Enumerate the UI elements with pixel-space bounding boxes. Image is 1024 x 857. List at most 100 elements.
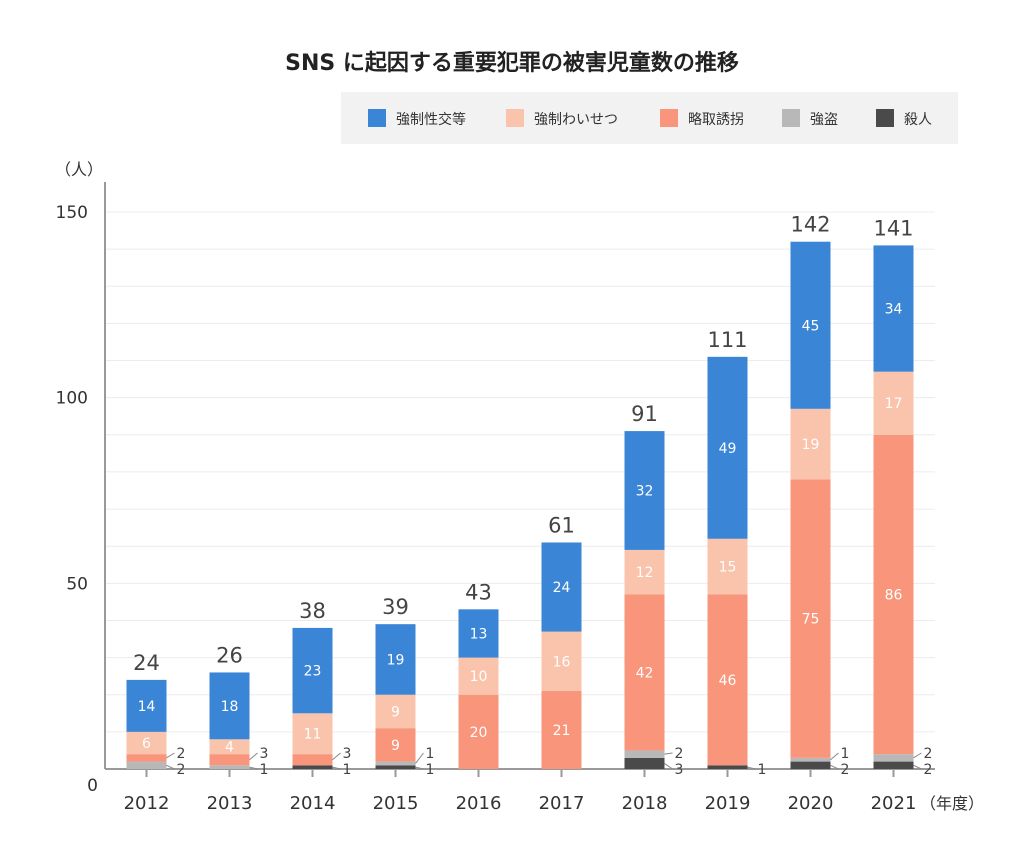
data-label: 2: [841, 762, 850, 778]
total-label: 91: [631, 402, 658, 426]
x-tick-label: 2021: [871, 793, 917, 814]
leader-line: [913, 752, 922, 759]
data-label: 6: [142, 736, 151, 752]
data-label: 45: [802, 318, 820, 334]
bar-segment: [873, 245, 914, 372]
total-label: 142: [790, 213, 830, 237]
x-tick-label: 2013: [207, 793, 253, 814]
bar-segment: [126, 679, 167, 732]
data-label: 2: [675, 746, 684, 762]
legend-label: 強盗: [810, 112, 838, 128]
data-label: 21: [553, 723, 571, 739]
data-label: 14: [138, 699, 156, 715]
chart-title: SNS に起因する重要犯罪の被害児童数の推移: [285, 50, 739, 76]
data-label: 17: [885, 396, 903, 412]
y-tick-label: 150: [56, 203, 88, 223]
bar-segment: [126, 754, 167, 762]
bar-segment: [126, 761, 167, 769]
x-tick-label: 2014: [290, 793, 336, 814]
data-label: 34: [885, 302, 903, 318]
bar-segment: [790, 479, 831, 758]
x-tick-label: 2016: [456, 793, 502, 814]
data-label: 1: [260, 762, 269, 778]
bar-segment: [292, 627, 333, 714]
legend-label: 殺人: [904, 112, 932, 128]
data-label: 4: [225, 740, 234, 756]
legend-swatch: [368, 109, 386, 127]
data-label: 1: [343, 762, 352, 778]
leader-line: [913, 764, 922, 770]
bar-segment: [624, 757, 665, 769]
data-label: 19: [802, 437, 820, 453]
total-label: 61: [548, 513, 575, 537]
bar-segment: [873, 754, 914, 762]
bar-segment: [209, 765, 250, 769]
data-label: 2: [177, 762, 186, 778]
data-label: 18: [221, 699, 239, 715]
bar-segment: [375, 765, 416, 769]
bar-segment: [790, 241, 831, 409]
bar-segment: [458, 657, 499, 695]
bar-segment: [873, 761, 914, 769]
data-label: 46: [719, 673, 737, 689]
data-label: 9: [391, 738, 400, 754]
leader-line: [249, 752, 258, 761]
bar-segment: [375, 694, 416, 729]
legend: [341, 92, 958, 144]
leader-line: [332, 752, 341, 761]
bar-segment: [873, 434, 914, 755]
bar-segment: [292, 713, 333, 755]
bar-segment: [375, 761, 416, 766]
x-tick-label: 2018: [622, 793, 668, 814]
data-label: 1: [758, 762, 767, 778]
leader-line: [415, 752, 424, 764]
data-label: 3: [343, 746, 352, 762]
data-label: 1: [841, 746, 850, 762]
data-label: 86: [885, 587, 903, 603]
data-label: 32: [636, 484, 654, 500]
total-label: 39: [382, 595, 409, 619]
x-tick-label: 2012: [124, 793, 170, 814]
legend-swatch: [660, 109, 678, 127]
bar-segment: [624, 750, 665, 758]
bar-segment: [790, 757, 831, 762]
bar-segment: [707, 538, 748, 595]
bar-segment: [375, 728, 416, 762]
bar-segment: [707, 594, 748, 766]
y-tick-label: 50: [66, 574, 88, 594]
data-label: 49: [719, 441, 737, 457]
total-label: 38: [299, 599, 326, 623]
y-axis-label: （人）: [55, 160, 103, 179]
data-label: 75: [802, 612, 820, 628]
total-label: 26: [216, 643, 243, 667]
bar-segment: [873, 371, 914, 435]
data-label: 12: [636, 565, 654, 581]
legend-swatch: [506, 109, 524, 127]
leader-line: [830, 764, 839, 770]
bar-segment: [458, 694, 499, 769]
data-label: 11: [304, 727, 322, 743]
bar-segment: [541, 631, 582, 692]
data-label: 13: [470, 626, 488, 642]
total-label: 24: [133, 651, 160, 675]
total-label: 111: [707, 328, 747, 352]
x-tick-label: 2020: [788, 793, 834, 814]
data-label: 1: [426, 746, 435, 762]
leader-line: [664, 752, 673, 755]
leader-line: [332, 766, 341, 770]
data-label: 2: [177, 746, 186, 762]
data-label: 16: [553, 654, 571, 670]
bar-segment: [624, 431, 665, 550]
bar-segment: [707, 356, 748, 539]
bar-segment: [375, 624, 416, 695]
leader-line: [166, 752, 175, 759]
data-label: 24: [553, 580, 571, 596]
x-axis-label: （年度）: [920, 794, 984, 813]
bar-segment: [209, 739, 250, 755]
legend-swatch: [876, 109, 894, 127]
data-label: 20: [470, 725, 488, 741]
bar-segment: [292, 765, 333, 769]
leader-line: [249, 766, 258, 770]
